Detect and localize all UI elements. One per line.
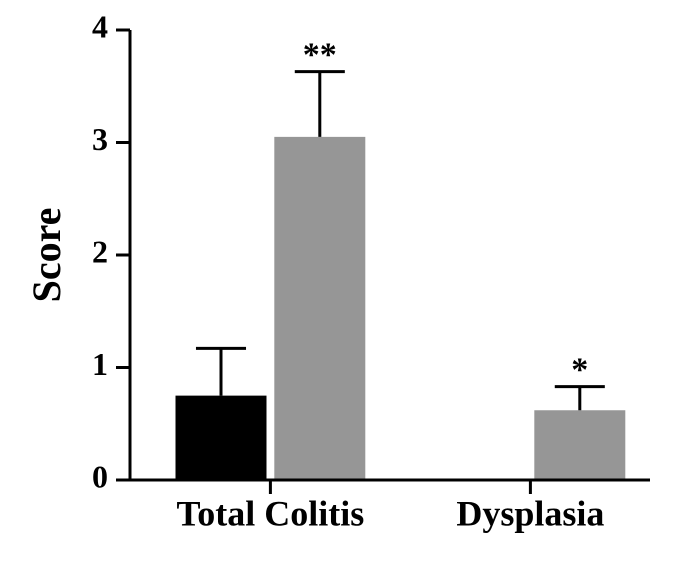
significance-marker: ** bbox=[303, 37, 337, 74]
y-tick-label: 2 bbox=[92, 233, 108, 269]
y-tick-label: 0 bbox=[92, 458, 108, 494]
y-tick-label: 3 bbox=[92, 121, 108, 157]
bar bbox=[534, 410, 625, 480]
y-tick-label: 1 bbox=[92, 346, 108, 382]
y-axis-label: Score bbox=[24, 208, 69, 303]
bar bbox=[176, 396, 267, 480]
significance-marker: * bbox=[571, 352, 588, 389]
bar-chart: ***01234ScoreTotal ColitisDysplasia bbox=[0, 0, 678, 570]
x-category-label: Total Colitis bbox=[177, 494, 365, 534]
bar bbox=[274, 137, 365, 480]
x-category-label: Dysplasia bbox=[456, 494, 604, 534]
y-tick-label: 4 bbox=[92, 8, 108, 44]
chart-container: ***01234ScoreTotal ColitisDysplasia bbox=[0, 0, 678, 570]
